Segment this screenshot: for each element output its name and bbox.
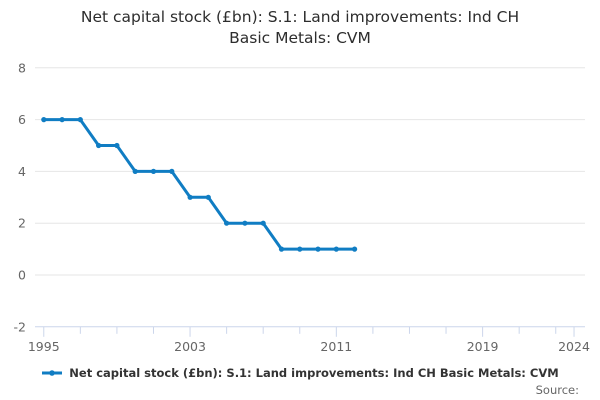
chart-title: Net capital stock (£bn): S.1: Land impro… (0, 7, 600, 49)
data-point[interactable] (224, 220, 230, 226)
legend-label: Net capital stock (£bn): S.1: Land impro… (69, 366, 559, 380)
y-tick-label: 6 (18, 112, 26, 127)
data-point[interactable] (114, 142, 120, 149)
data-point[interactable] (169, 168, 175, 174)
data-point[interactable] (333, 246, 339, 252)
data-point[interactable] (315, 246, 321, 252)
legend-item[interactable]: Net capital stock (£bn): S.1: Land impro… (0, 366, 600, 380)
x-tick-label: 2019 (467, 339, 499, 354)
y-tick-label: 4 (18, 164, 26, 179)
x-tick-label: 2003 (174, 339, 206, 354)
x-tick-label: 2011 (320, 339, 352, 354)
series-line (42, 118, 357, 251)
y-tick-label: 8 (18, 60, 26, 75)
legend-line-marker (42, 370, 63, 376)
y-tick-label: -2 (14, 319, 26, 334)
data-point[interactable] (187, 194, 193, 200)
x-tick-label: 1995 (28, 339, 60, 354)
data-point[interactable] (150, 168, 157, 174)
data-point[interactable] (242, 220, 248, 226)
data-point[interactable] (205, 194, 211, 200)
data-point[interactable] (77, 117, 83, 123)
chart-title-line1: Net capital stock (£bn): S.1: Land impro… (80, 8, 520, 26)
data-point[interactable] (96, 142, 102, 149)
data-point[interactable] (59, 117, 65, 123)
data-point[interactable] (297, 246, 303, 252)
x-tick-label: 2024 (558, 339, 590, 354)
data-point[interactable] (132, 168, 138, 174)
data-point[interactable] (41, 117, 47, 123)
data-point[interactable] (278, 246, 285, 252)
y-tick-label: 2 (18, 216, 26, 231)
data-point[interactable] (260, 220, 266, 226)
source-label: Source: (535, 383, 579, 397)
chart-title-line2: Basic Metals: CVM (229, 29, 371, 47)
y-tick-label: 0 (18, 268, 26, 283)
data-point[interactable] (352, 246, 358, 252)
